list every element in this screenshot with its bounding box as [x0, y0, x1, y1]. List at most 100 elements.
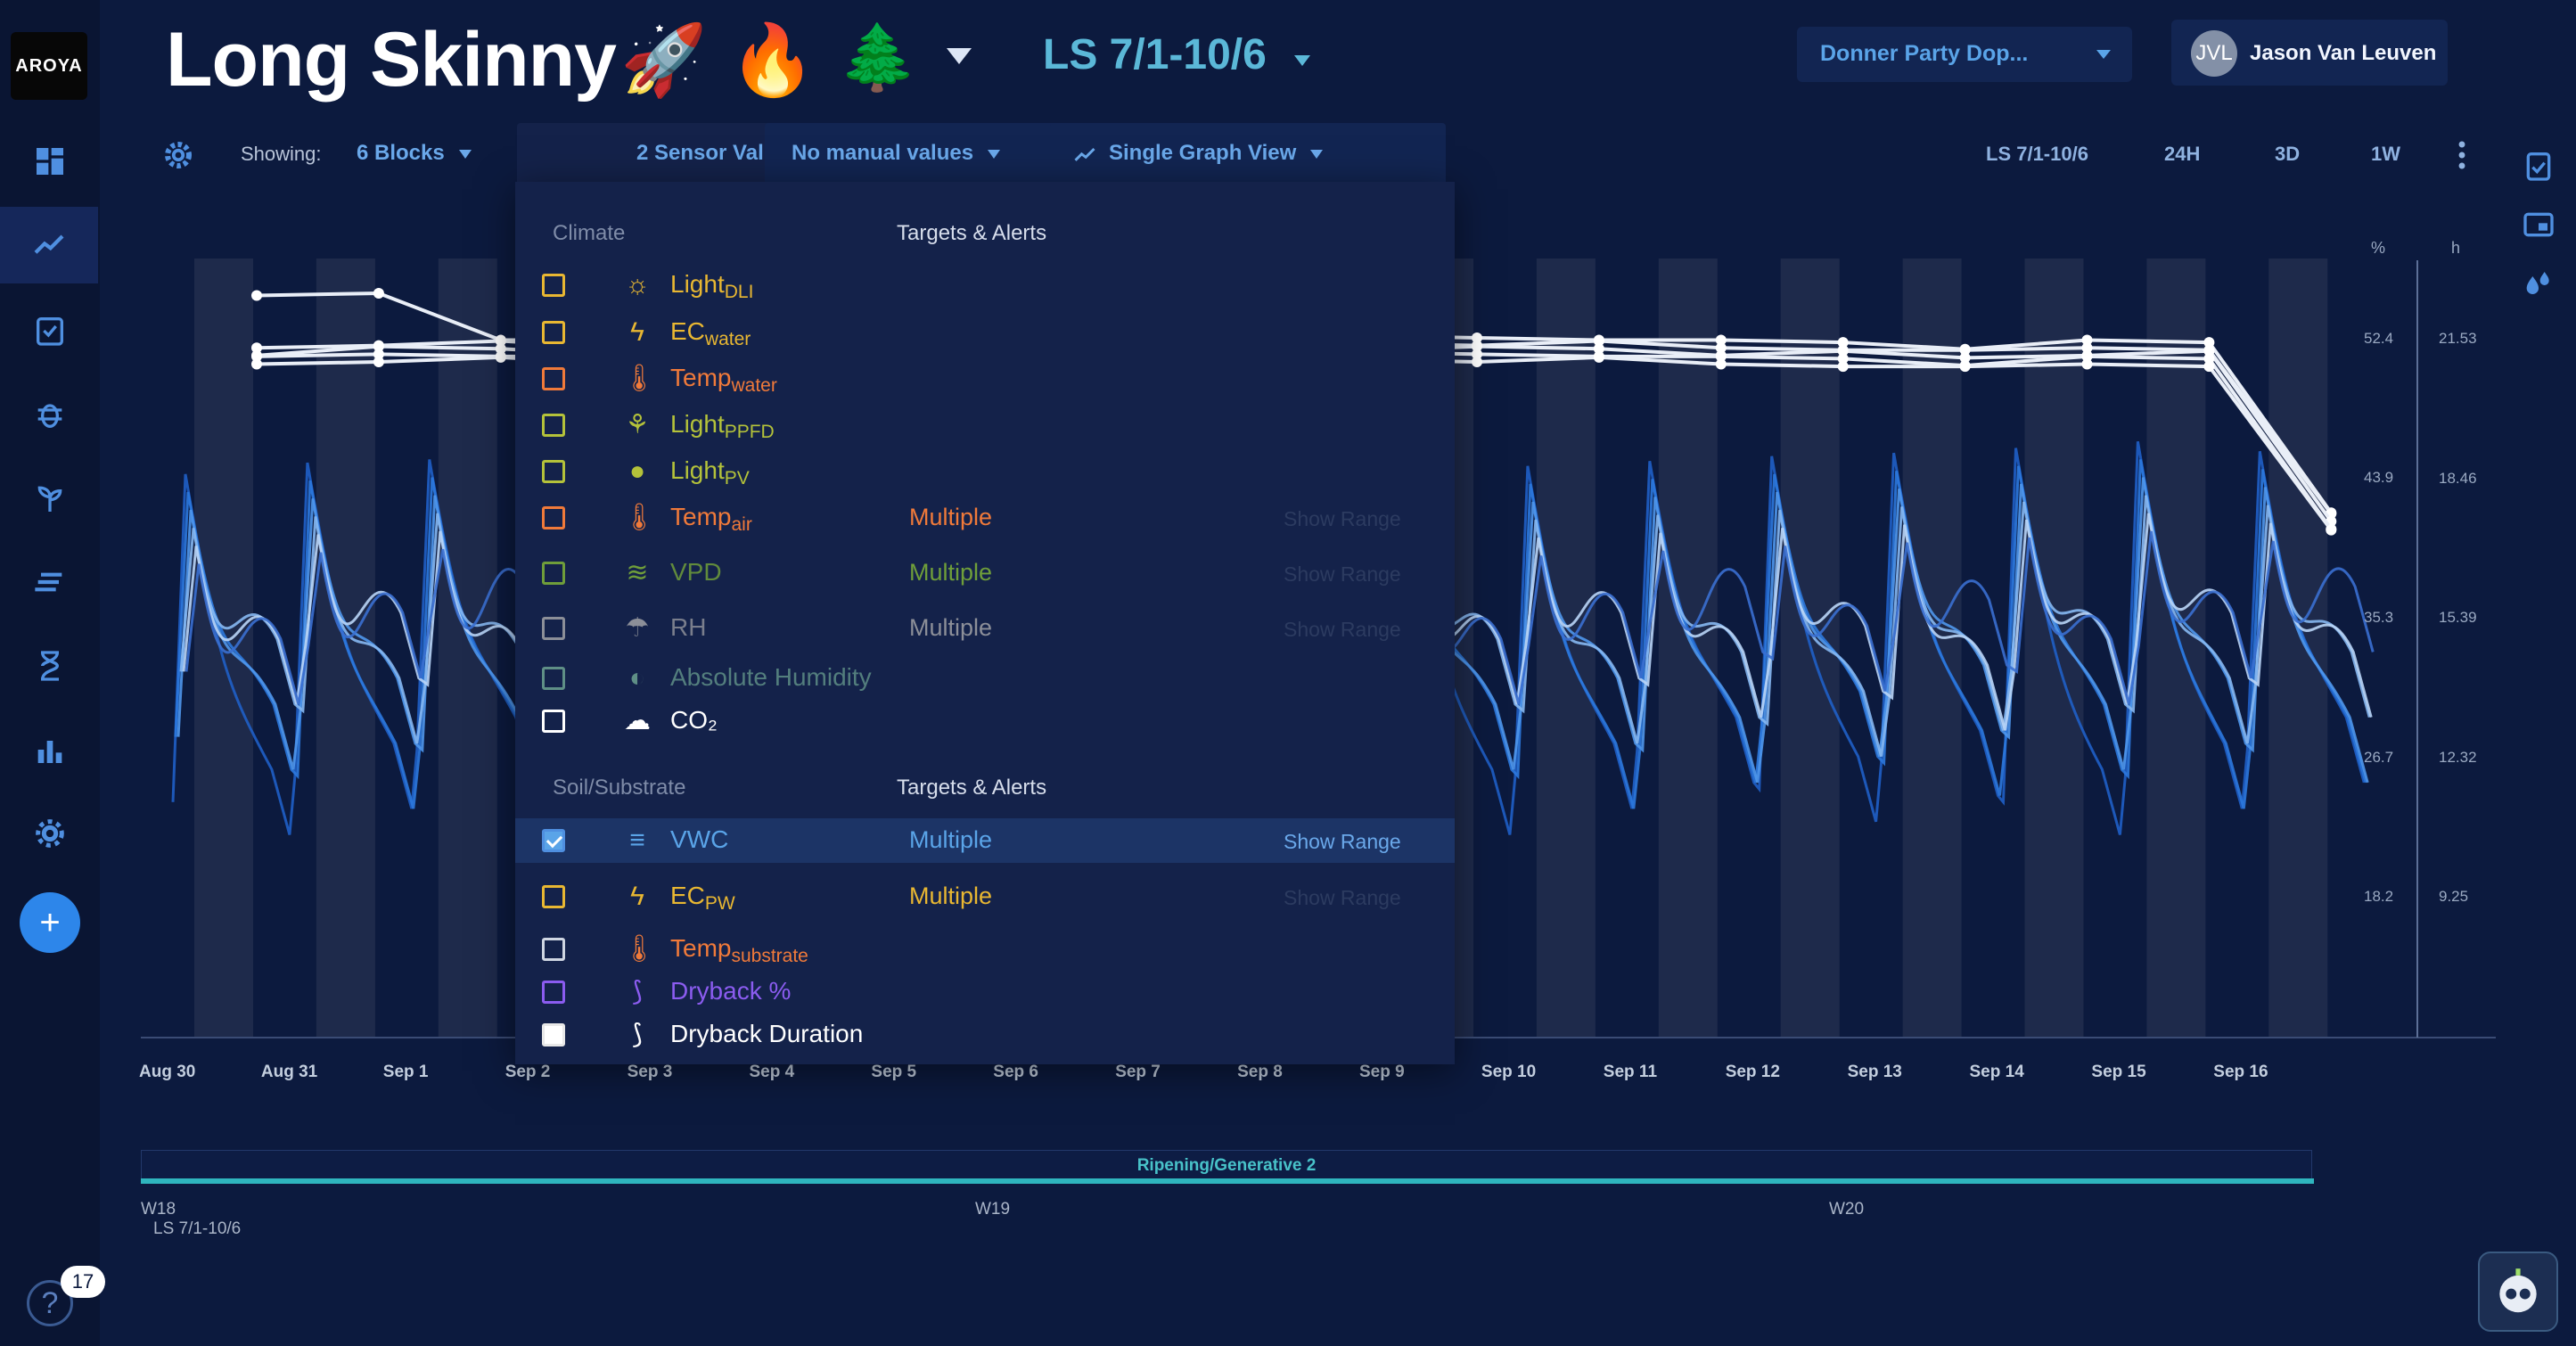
graph-view-select[interactable]: Single Graph View: [1050, 123, 1446, 185]
sensor-target[interactable]: Multiple: [909, 882, 993, 909]
dryback-duration-point[interactable]: [373, 341, 384, 352]
sensor-option-row[interactable]: 🌡 Tempair Multiple Show Range: [515, 496, 1455, 540]
dryback-duration-point[interactable]: [251, 350, 262, 362]
add-button[interactable]: +: [20, 892, 80, 953]
dryback-duration-point[interactable]: [1472, 349, 1482, 360]
blocks-select[interactable]: 6 Blocks: [357, 141, 472, 166]
aroya-logo[interactable]: AROYA: [11, 32, 87, 100]
clipboard-check-icon[interactable]: [2521, 148, 2556, 184]
dryback-duration-point[interactable]: [495, 351, 506, 363]
window-icon[interactable]: [2521, 207, 2556, 242]
sensor-option-row[interactable]: ≡ VWC Multiple Show Range: [515, 818, 1455, 863]
dryback-duration-point[interactable]: [1472, 356, 1482, 367]
period-caret-icon[interactable]: [1294, 55, 1310, 66]
sensor-option-row[interactable]: ◐ Absolute Humidity: [515, 656, 1455, 701]
sensor-option-row[interactable]: ϟ ECwater: [515, 310, 1455, 355]
dryback-duration-point[interactable]: [2081, 358, 2093, 370]
sensor-checkbox[interactable]: [542, 506, 565, 529]
tasks-nav[interactable]: [0, 292, 100, 369]
dryback-duration-point[interactable]: [1837, 353, 1849, 365]
sensor-option-row[interactable]: ☁ CO₂: [515, 699, 1455, 743]
dryback-duration-point[interactable]: [1593, 335, 1604, 347]
more-vertical-icon[interactable]: [2453, 139, 2471, 171]
period-selector[interactable]: LS 7/1-10/6: [1043, 31, 1267, 78]
dashboard-nav[interactable]: [0, 123, 100, 200]
dryback-duration-point[interactable]: [2081, 350, 2093, 362]
show-range-button[interactable]: Show Range: [1284, 618, 1401, 641]
sensor-target[interactable]: Multiple: [909, 614, 993, 641]
sensor-checkbox[interactable]: [542, 938, 565, 961]
sensor-checkbox[interactable]: [542, 885, 565, 908]
sensor-option-row[interactable]: ≋ VPD Multiple Show Range: [515, 551, 1455, 595]
dryback-duration-point[interactable]: [1837, 361, 1849, 373]
dryback-duration-point[interactable]: [1715, 342, 1727, 354]
dryback-duration-point[interactable]: [495, 335, 506, 347]
phase-bar[interactable]: Ripening/Generative 2: [141, 1150, 2312, 1182]
reports-nav[interactable]: [0, 711, 100, 788]
sensor-option-row[interactable]: ⟆ Dryback Duration: [515, 1013, 1455, 1057]
dryback-duration-point[interactable]: [251, 342, 262, 354]
dryback-duration-point[interactable]: [2203, 361, 2215, 373]
dryback-duration-point[interactable]: [2326, 524, 2337, 536]
dryback-duration-point[interactable]: [2203, 345, 2215, 357]
sensor-checkbox[interactable]: [542, 274, 565, 297]
show-range-button[interactable]: Show Range: [1284, 886, 1401, 909]
dryback-duration-point[interactable]: [1715, 350, 1727, 362]
pests-nav[interactable]: [0, 376, 100, 453]
sensor-target[interactable]: Multiple: [909, 826, 993, 853]
sensor-checkbox[interactable]: [542, 829, 565, 852]
range-3d-button[interactable]: 3D: [2275, 143, 2301, 165]
farm-select[interactable]: Donner Party Dop...: [1797, 27, 2132, 82]
sensor-checkbox[interactable]: [542, 414, 565, 437]
settings-nav[interactable]: [0, 795, 100, 872]
gear-icon[interactable]: [162, 139, 194, 171]
sensor-option-row[interactable]: ☼ LightDLI: [515, 263, 1455, 308]
sensor-option-row[interactable]: ⟆ Dryback %: [515, 970, 1455, 1014]
sensor-checkbox[interactable]: [542, 321, 565, 344]
dryback-duration-point[interactable]: [1959, 352, 1971, 364]
dryback-duration-point[interactable]: [1593, 351, 1604, 363]
sensor-option-row[interactable]: ϟ ECPW Multiple Show Range: [515, 874, 1455, 919]
title-dropdown-caret[interactable]: [947, 48, 972, 64]
dryback-duration-point[interactable]: [373, 356, 384, 367]
sensor-checkbox[interactable]: [542, 1023, 565, 1046]
analytics-nav[interactable]: [0, 207, 98, 283]
dryback-duration-point[interactable]: [1472, 341, 1482, 352]
dryback-duration-point[interactable]: [1472, 332, 1482, 343]
sensor-option-row[interactable]: 🌡 Tempsubstrate: [515, 927, 1455, 972]
sensor-target[interactable]: Multiple: [909, 559, 993, 586]
sensor-checkbox[interactable]: [542, 710, 565, 733]
dryback-duration-point[interactable]: [1715, 358, 1727, 370]
dryback-duration-point[interactable]: [1959, 361, 1971, 373]
dryback-duration-point[interactable]: [251, 358, 262, 370]
period-chip[interactable]: LS 7/1-10/6: [1986, 143, 2088, 165]
dryback-duration-point[interactable]: [373, 287, 384, 299]
timeline-nav[interactable]: [0, 628, 100, 704]
show-range-button[interactable]: Show Range: [1284, 830, 1401, 853]
range-1w-button[interactable]: 1W: [2371, 143, 2400, 165]
sensor-target[interactable]: Multiple: [909, 504, 993, 530]
dryback-duration-point[interactable]: [373, 349, 384, 360]
dryback-duration-point[interactable]: [1593, 343, 1604, 355]
sensor-checkbox[interactable]: [542, 667, 565, 690]
dryback-duration-point[interactable]: [1959, 344, 1971, 356]
sensor-checkbox[interactable]: [542, 617, 565, 640]
sensor-option-row[interactable]: 🌡 Tempwater: [515, 357, 1455, 401]
range-24h-button[interactable]: 24H: [2164, 143, 2201, 165]
sensor-option-row[interactable]: ⚘ LightPPFD: [515, 403, 1455, 447]
show-range-button[interactable]: Show Range: [1284, 507, 1401, 530]
dryback-duration-point[interactable]: [2081, 334, 2093, 346]
show-range-button[interactable]: Show Range: [1284, 562, 1401, 586]
dryback-duration-point[interactable]: [1715, 334, 1727, 346]
dryback-duration-point[interactable]: [495, 343, 506, 355]
dryback-duration-point[interactable]: [251, 290, 262, 301]
sensor-checkbox[interactable]: [542, 562, 565, 585]
sensor-option-row[interactable]: ☂ RH Multiple Show Range: [515, 606, 1455, 651]
dryback-duration-point[interactable]: [1837, 345, 1849, 357]
plants-nav[interactable]: [0, 460, 100, 537]
sensor-option-row[interactable]: ● LightPV: [515, 449, 1455, 494]
user-menu[interactable]: JVL Jason Van Leuven: [2171, 20, 2448, 86]
dryback-duration-point[interactable]: [2081, 342, 2093, 354]
dryback-duration-point[interactable]: [2203, 353, 2215, 365]
droplets-icon[interactable]: [2521, 267, 2556, 303]
